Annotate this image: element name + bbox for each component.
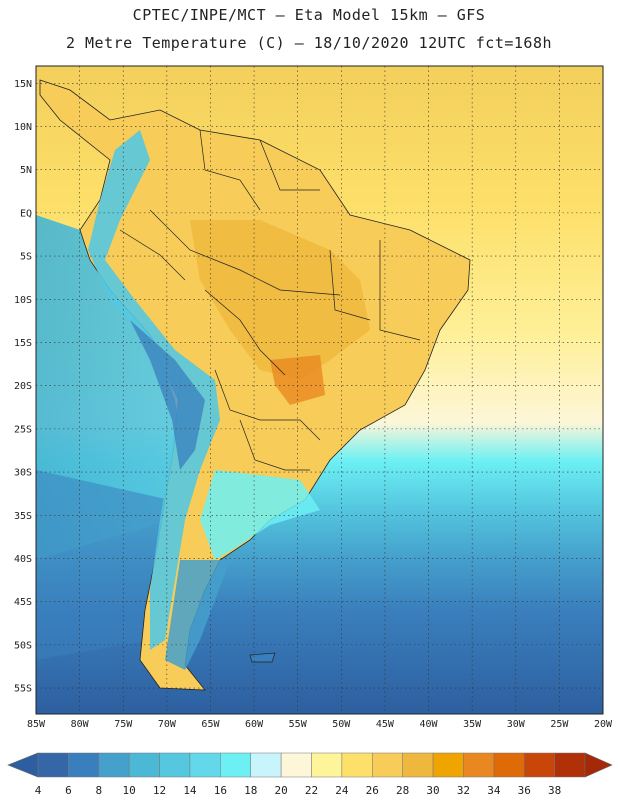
colorbar-cell [280, 752, 312, 778]
lon-label: 65W [201, 719, 220, 730]
chart-subtitle: 2 Metre Temperature (C) – 18/10/2020 12U… [65, 34, 553, 52]
colorbar-cell [554, 752, 586, 778]
lon-label: 30W [507, 719, 526, 730]
colorbar-label: 30 [426, 784, 439, 797]
colorbar-cell [98, 752, 130, 778]
lat-label: 10S [14, 295, 32, 306]
patagonia-cold [165, 560, 230, 670]
colorbar-cell [311, 752, 343, 778]
interior-heat-core [190, 220, 370, 380]
lon-label: 80W [71, 719, 90, 730]
lon-label: 60W [245, 719, 264, 730]
colorbar-label: 38 [548, 784, 561, 797]
lat-label: 55S [14, 684, 32, 695]
map-field [36, 66, 603, 714]
colorbar-cell [37, 752, 69, 778]
lat-label: 15N [14, 79, 32, 90]
colorbar-cell [463, 752, 495, 778]
colorbar-label: 6 [65, 784, 72, 797]
lat-label: 30S [14, 468, 32, 479]
latitude-labels: 15N 10N 5N EQ 5S 10S 15S 20S 25S 30S 35S 40S 45S 50S 5… [14, 79, 32, 695]
lat-label: 40S [14, 554, 32, 565]
colorbar-label: 28 [396, 784, 409, 797]
colorbar-label: 24 [335, 784, 349, 797]
lon-label: 20W [594, 719, 613, 730]
colorbar-under-arrow [7, 752, 39, 778]
lon-label: 55W [289, 719, 308, 730]
lat-label: 35S [14, 511, 32, 522]
colorbar-label: 32 [457, 784, 470, 797]
map-gridlines [35, 66, 604, 714]
colorbar-label: 4 [35, 784, 42, 797]
colorbar-label: 8 [95, 784, 102, 797]
colorbar-cell [493, 752, 525, 778]
colorbar-label: 10 [123, 784, 136, 797]
lon-label: 50W [332, 719, 351, 730]
lat-label: 5S [20, 252, 32, 263]
colorbar-cell [189, 752, 221, 778]
colorbar-cell [250, 752, 282, 778]
colorbar-label: 26 [366, 784, 379, 797]
longitude-labels: 85W 80W 75W 70W 65W 60W 55W 50W 45W 40W 35W 30W 25W 2… [27, 719, 613, 730]
lon-label: 85W [27, 719, 46, 730]
falkland-islands [249, 652, 276, 663]
colorbar-label: 22 [305, 784, 318, 797]
lat-label: 15S [14, 338, 32, 349]
colorbar-cell [432, 752, 464, 778]
map-frame [35, 65, 604, 715]
colorbar-cell [402, 752, 434, 778]
chart-title: CPTEC/INPE/MCT – Eta Model 15km – GFS [132, 6, 486, 24]
country-borders [119, 129, 421, 471]
lat-label: 5N [20, 165, 32, 176]
hotspot-central-brazil [270, 355, 325, 405]
lon-label: 25W [550, 719, 569, 730]
lon-label: 75W [114, 719, 133, 730]
lat-label: 25S [14, 424, 32, 435]
colorbar-label: 14 [183, 784, 197, 797]
lat-label: 20S [14, 381, 32, 392]
colorbar-cell [372, 752, 403, 778]
colorbar-label: 20 [274, 784, 287, 797]
southern-cone-cool [200, 470, 320, 560]
colorbar-label: 12 [153, 784, 166, 797]
lon-label: 70W [158, 719, 177, 730]
altiplano-cold-core [130, 320, 205, 470]
colorbar-labels: 4 6 8 10 12 14 16 18 20 22 24 26 28 30 32 34 36 38 [35, 784, 562, 797]
lon-label: 45W [376, 719, 395, 730]
colorbar-cell [159, 752, 191, 778]
colorbar-over-arrow [584, 752, 613, 778]
colorbar-cell [128, 752, 160, 778]
colorbar-cell [68, 752, 100, 778]
colorbar-label: 18 [244, 784, 257, 797]
lat-label: EQ [20, 208, 32, 219]
lat-label: 50S [14, 640, 32, 651]
lon-label: 40W [420, 719, 439, 730]
colorbar-label: 36 [518, 784, 531, 797]
pacific-cool-water [36, 215, 185, 560]
colorbar-label: 16 [214, 784, 227, 797]
colorbar-label: 34 [487, 784, 501, 797]
colorbar-cell [341, 752, 373, 778]
colorbar-cells [7, 752, 613, 778]
colorbar-cell [220, 752, 251, 778]
colorbar-cell [523, 752, 555, 778]
lon-label: 35W [463, 719, 482, 730]
south-pacific-cold-water [36, 470, 180, 660]
lat-label: 45S [14, 597, 32, 608]
lat-label: 10N [14, 122, 32, 133]
